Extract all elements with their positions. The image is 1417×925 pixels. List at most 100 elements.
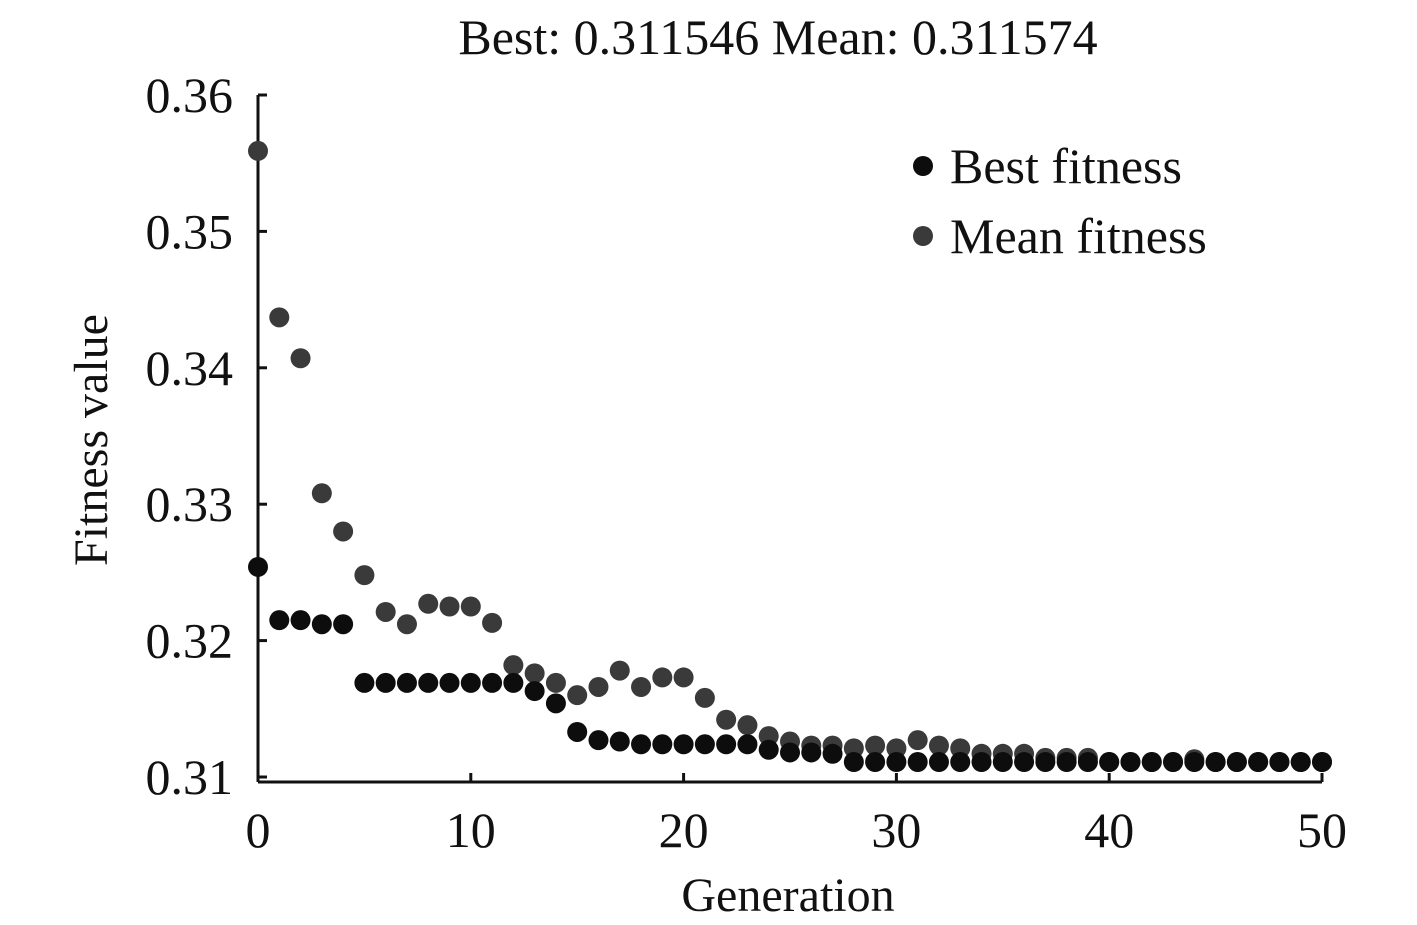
best-fitness-point [503,672,524,693]
best-fitness-point [758,739,779,760]
mean-fitness-point [524,663,545,684]
best-fitness-point [780,742,800,763]
best-fitness-point [1056,751,1077,772]
best-fitness-point [886,751,907,772]
best-fitness-point [333,614,354,635]
x-axis-label: Generation [681,869,894,922]
best-fitness-point [928,751,949,772]
y-tick-label: 0.35 [146,203,234,259]
mean-fitness-point [396,614,417,635]
best-fitness-point [694,734,715,755]
best-fitness-point [418,672,439,693]
x-tick-label: 50 [1297,802,1347,858]
y-axis-label: Fitness value [65,314,118,566]
mean-fitness-point [503,655,524,676]
best-fitness-point [248,556,268,577]
best-fitness-point [992,751,1013,772]
x-ticks: 0 10 20 30 40 50 [246,773,1347,858]
best-fitness-point [1014,751,1035,772]
y-tick-label: 0.31 [146,749,234,805]
y-tick-label: 0.32 [146,613,234,669]
best-fitness-point [950,751,971,772]
x-tick-label: 40 [1084,802,1134,858]
legend-label-best-fitness: Best fitness [950,138,1182,194]
best-fitness-point [1226,751,1247,772]
best-fitness-point [801,742,822,763]
mean-fitness-point [482,612,503,633]
best-fitness-point [1077,751,1098,772]
best-fitness-point [1099,751,1120,772]
best-fitness-point [673,734,694,755]
best-fitness-point [609,731,630,752]
mean-fitness-point [652,667,673,688]
legend-marker-mean-fitness [913,226,933,246]
x-tick-label: 0 [246,802,271,858]
best-fitness-point [865,751,886,772]
best-fitness-point [652,734,673,755]
y-tick-label: 0.34 [146,340,234,396]
best-fitness-point [822,743,843,764]
best-fitness-point [311,614,332,635]
best-fitness-point [971,751,992,772]
best-fitness-point [1248,751,1269,772]
mean-fitness-point [865,735,886,756]
best-fitness-point [1184,751,1205,772]
best-fitness-point [1120,751,1141,772]
best-fitness-point [269,610,290,631]
best-fitness-point [482,672,503,693]
mean-fitness-point [439,596,460,617]
x-tick-label: 20 [659,802,709,858]
best-fitness-point [588,730,609,751]
best-fitness-point [545,693,566,714]
mean-fitness-point [673,667,694,688]
best-fitness-point [396,672,417,693]
best-fitness-point [631,734,652,755]
axes [256,95,1322,784]
x-tick-label: 30 [871,802,921,858]
mean-fitness-point [375,601,396,622]
best-fitness-point [524,681,545,702]
mean-fitness-point [716,709,737,730]
y-ticks: 0.31 0.32 0.33 0.34 0.35 0.36 [146,67,267,805]
best-fitness-point [354,672,375,693]
best-fitness-point [1163,751,1184,772]
best-fitness-point [460,672,481,693]
mean-fitness-point [333,521,354,542]
best-fitness-point [843,751,864,772]
mean-fitness-point [928,735,949,756]
y-tick-label: 0.36 [146,67,234,123]
best-fitness-point [1035,751,1056,772]
best-fitness-point [1205,751,1226,772]
mean-fitness-point [354,565,375,586]
mean-fitness-point [609,660,630,681]
mean-fitness-point [460,596,481,617]
legend: Best fitness Mean fitness [913,138,1207,264]
best-fitness-point [737,734,758,755]
best-fitness-point [1312,751,1332,772]
best-fitness-point [1141,751,1162,772]
mean-fitness-point [631,676,652,697]
legend-label-mean-fitness: Mean fitness [950,208,1207,264]
mean-fitness-point [588,676,609,697]
mean-fitness-point [269,307,290,328]
best-fitness-point [567,721,588,742]
x-tick-label: 10 [446,802,496,858]
y-tick-label: 0.33 [146,476,234,532]
mean-fitness-point [737,715,758,736]
best-fitness-point [1269,751,1290,772]
mean-fitness-point [418,593,439,614]
best-fitness-point [907,751,928,772]
data-points [248,140,1332,772]
mean-fitness-point [907,730,928,751]
chart-title: Best: 0.311546 Mean: 0.311574 [458,9,1097,65]
best-fitness-point [1290,751,1311,772]
mean-fitness-point [545,672,566,693]
mean-fitness-point [248,140,268,161]
mean-fitness-point [694,687,715,708]
mean-fitness-point [311,483,332,504]
best-fitness-point [439,672,460,693]
mean-fitness-point [290,348,311,369]
mean-fitness-point [567,685,588,706]
legend-marker-best-fitness [913,156,933,176]
